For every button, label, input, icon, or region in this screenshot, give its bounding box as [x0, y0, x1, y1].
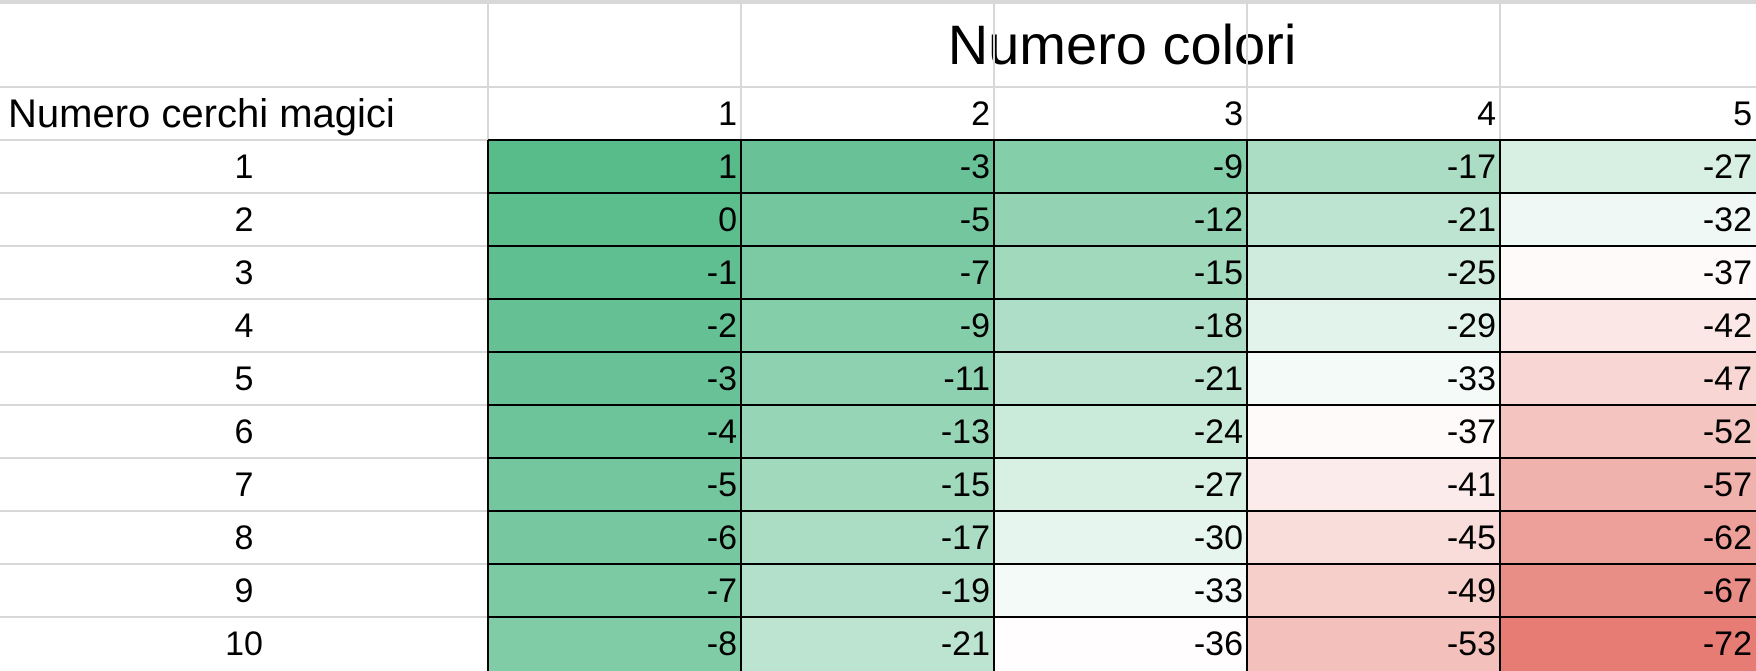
cell-border [488, 510, 1756, 512]
cell-border [488, 404, 1756, 406]
table-cell[interactable]: -19 [741, 564, 994, 617]
table-cell[interactable]: -49 [1247, 564, 1500, 617]
table-cell[interactable]: -6 [488, 511, 741, 564]
column-header[interactable]: 3 [1224, 94, 1243, 133]
table-cell[interactable]: -8 [488, 617, 741, 671]
cell-border [488, 616, 1756, 618]
table-cell[interactable]: -12 [994, 193, 1247, 246]
table-cell[interactable]: -5 [488, 458, 741, 511]
column-header[interactable]: 1 [718, 94, 737, 133]
table-cell[interactable]: -27 [1500, 140, 1756, 193]
table-cell[interactable]: -9 [994, 140, 1247, 193]
gridline [0, 86, 1756, 88]
table-cell[interactable]: -17 [1247, 140, 1500, 193]
table-cell[interactable]: -62 [1500, 511, 1756, 564]
table-cell[interactable]: -17 [741, 511, 994, 564]
table-cell[interactable]: -57 [1500, 458, 1756, 511]
table-cell[interactable]: -37 [1247, 405, 1500, 458]
table-cell[interactable]: 0 [488, 193, 741, 246]
table-cell[interactable]: -53 [1247, 617, 1500, 671]
gridline [0, 2, 1756, 4]
table-cell[interactable]: -37 [1500, 246, 1756, 299]
column-header[interactable]: 2 [971, 94, 990, 133]
cell-border [488, 298, 1756, 300]
table-cell[interactable]: -36 [994, 617, 1247, 671]
cell-border [1246, 140, 1248, 671]
table-cell[interactable]: -45 [1247, 511, 1500, 564]
table-cell[interactable]: -30 [994, 511, 1247, 564]
table-cell[interactable]: -41 [1247, 458, 1500, 511]
table-cell[interactable]: -25 [1247, 246, 1500, 299]
table-cell[interactable]: -21 [741, 617, 994, 671]
column-header[interactable]: 4 [1477, 94, 1496, 133]
row-label[interactable]: 2 [234, 200, 254, 239]
column-header[interactable]: 5 [1733, 94, 1752, 133]
table-cell[interactable]: -27 [994, 458, 1247, 511]
table-cell[interactable]: -3 [741, 140, 994, 193]
table-cell[interactable]: -15 [994, 246, 1247, 299]
row-label[interactable]: 6 [234, 412, 254, 451]
cell-border [993, 140, 995, 671]
cell-border [487, 140, 489, 671]
table-cell[interactable]: -4 [488, 405, 741, 458]
table-cell[interactable]: -33 [994, 564, 1247, 617]
table-cell[interactable]: -7 [741, 246, 994, 299]
table-cell[interactable]: -13 [741, 405, 994, 458]
table-cell[interactable]: -11 [741, 352, 994, 405]
row-label[interactable]: 4 [234, 306, 254, 345]
cell-border [488, 192, 1756, 194]
table-cell[interactable]: -1 [488, 246, 741, 299]
table-cell[interactable]: -72 [1500, 617, 1756, 671]
table-cell[interactable]: 1 [488, 140, 741, 193]
table-cell[interactable]: -2 [488, 299, 741, 352]
row-label[interactable]: 10 [225, 625, 263, 663]
row-label[interactable]: 3 [234, 253, 254, 292]
table-cell[interactable]: -15 [741, 458, 994, 511]
table-cell[interactable]: -67 [1500, 564, 1756, 617]
table-cell[interactable]: -24 [994, 405, 1247, 458]
table-cell[interactable]: -47 [1500, 352, 1756, 405]
table-cell[interactable]: -7 [488, 564, 741, 617]
row-label[interactable]: 8 [234, 518, 254, 557]
row-label[interactable]: 1 [234, 147, 254, 186]
table-cell[interactable]: -18 [994, 299, 1247, 352]
table-cell[interactable]: -42 [1500, 299, 1756, 352]
table-cell[interactable]: -21 [1247, 193, 1500, 246]
table-cell[interactable]: -52 [1500, 405, 1756, 458]
table-cell[interactable]: -33 [1247, 352, 1500, 405]
cell-border [488, 457, 1756, 459]
cell-border [488, 563, 1756, 565]
cell-border [740, 140, 742, 671]
table-cell[interactable]: -29 [1247, 299, 1500, 352]
row-label[interactable]: 7 [234, 465, 254, 504]
table-cell[interactable]: -21 [994, 352, 1247, 405]
table-cell[interactable]: -9 [741, 299, 994, 352]
gridline [0, 0, 1756, 3]
cell-border [1499, 140, 1501, 671]
row-label[interactable]: 9 [234, 571, 254, 610]
table-cell[interactable]: -32 [1500, 193, 1756, 246]
row-label[interactable]: 5 [234, 359, 254, 398]
cell-border [488, 245, 1756, 247]
table-cell[interactable]: -3 [488, 352, 741, 405]
row-header-label[interactable]: Numero cerchi magici [8, 91, 395, 136]
cell-border [488, 139, 1756, 141]
table-title[interactable]: Numero colori [947, 13, 1297, 76]
cell-border [488, 351, 1756, 353]
table-cell[interactable]: -5 [741, 193, 994, 246]
